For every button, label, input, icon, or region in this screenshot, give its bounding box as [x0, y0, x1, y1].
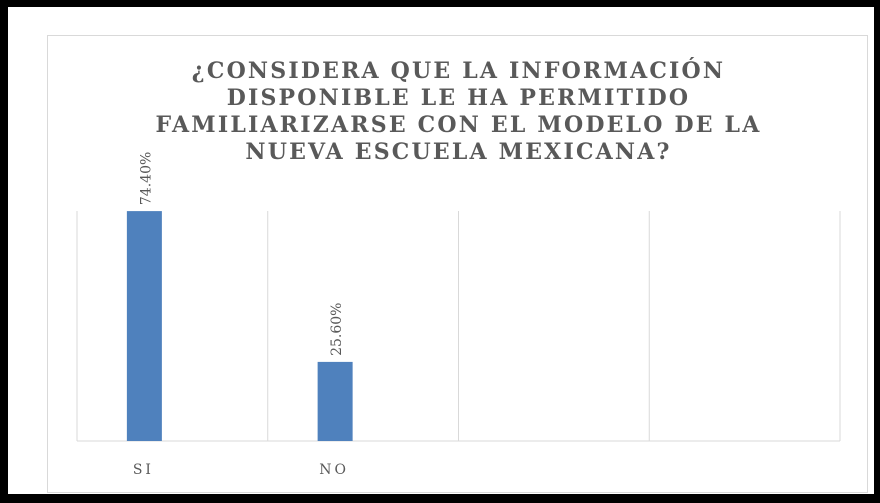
chart-title-line-3: FAMILIARIZARSE CON EL MODELO DE LA — [155, 112, 762, 138]
x-tick-label: NO — [319, 462, 349, 478]
chart-title-line-1: ¿CONSIDERA QUE LA INFORMACIÓN — [191, 58, 726, 84]
chart-title-line-4: NUEVA ESCUELA MEXICANA? — [245, 139, 672, 165]
chart-area: ¿CONSIDERA QUE LA INFORMACIÓN DISPONIBLE… — [47, 35, 868, 493]
chart-title: ¿CONSIDERA QUE LA INFORMACIÓN DISPONIBLE… — [48, 58, 869, 166]
data-label: 25.60% — [329, 303, 345, 356]
chart-title-line-2: DISPONIBLE LE HA PERMITIDO — [226, 85, 691, 111]
plot-area: 74.40% SI 25.60% NO — [76, 152, 841, 478]
bar-no — [317, 361, 353, 441]
x-tick-label: SI — [133, 462, 154, 478]
data-label: 74.40% — [138, 152, 154, 205]
bar-si — [126, 211, 162, 441]
